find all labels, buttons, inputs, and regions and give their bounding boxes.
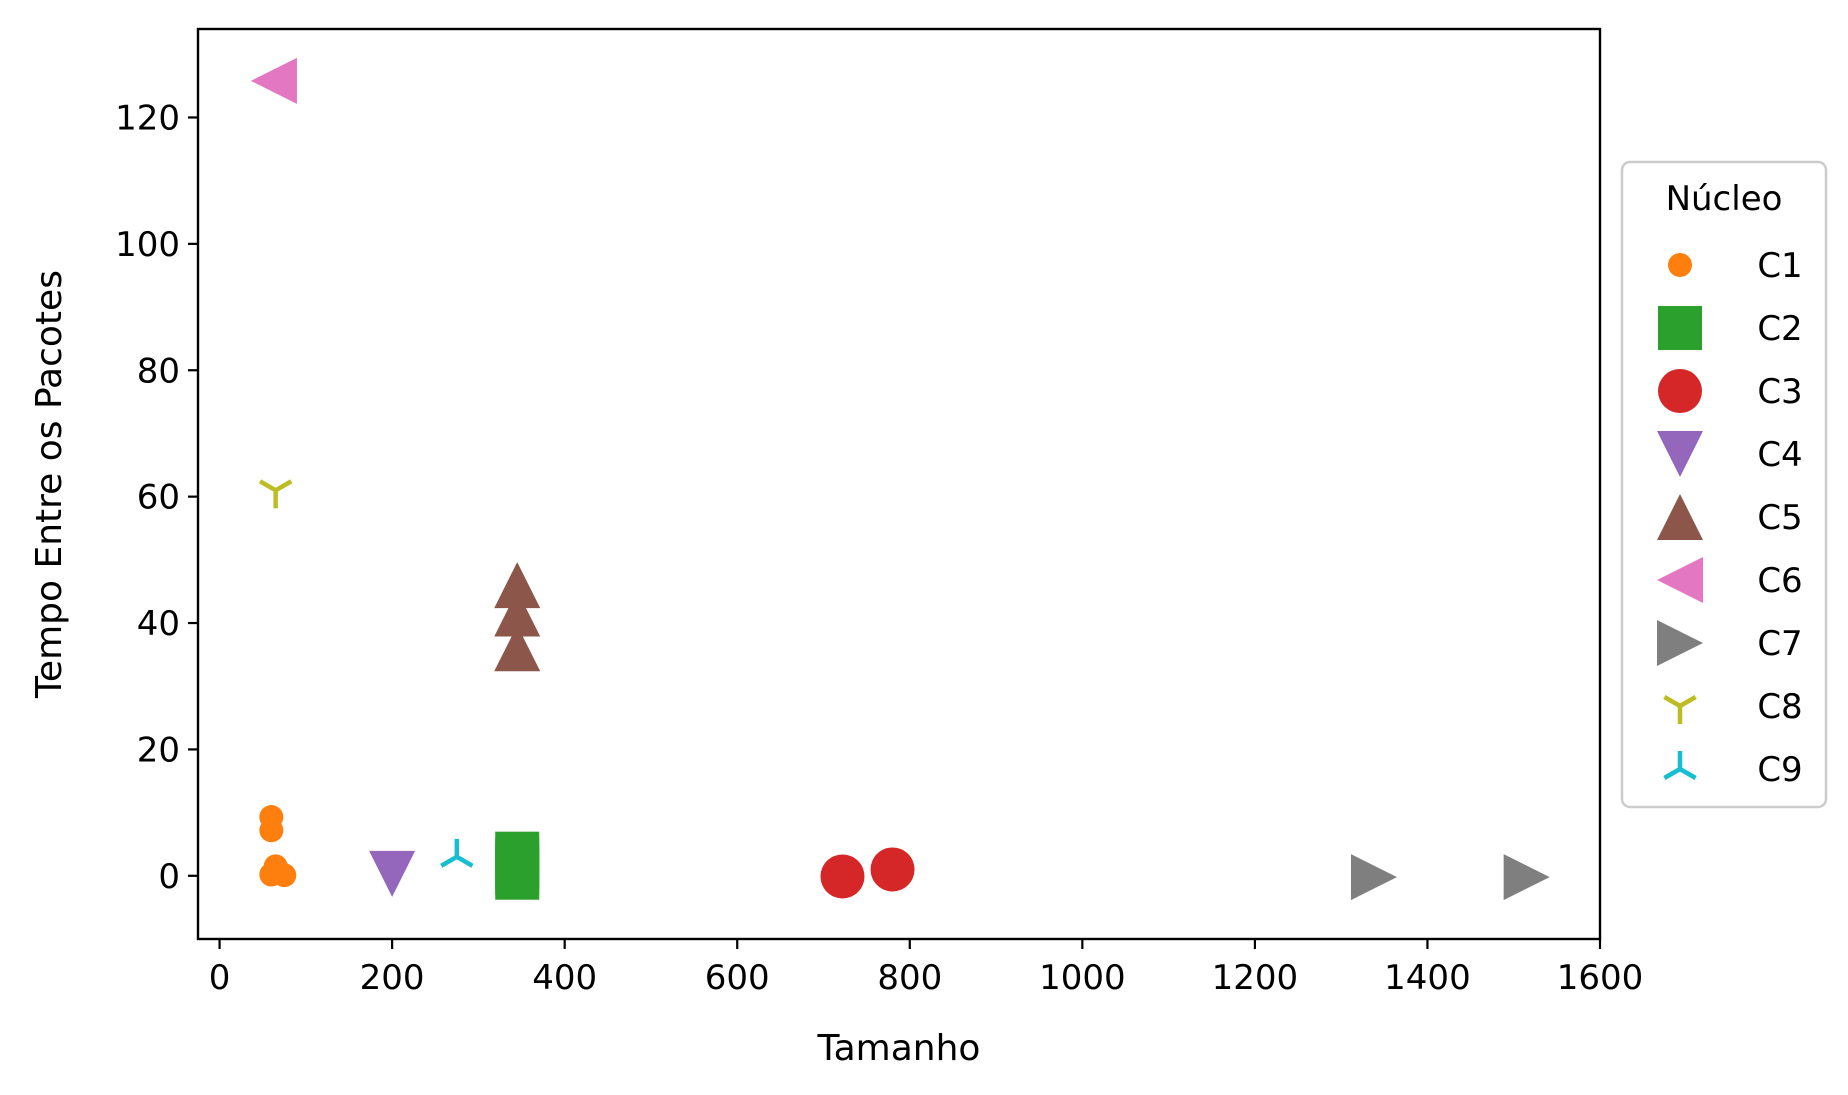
point-c3-2	[870, 847, 915, 892]
point-c9-1	[440, 838, 474, 868]
point-c6-1	[250, 57, 297, 104]
legend-label: C7	[1757, 624, 1802, 664]
x-tick-label: 0	[209, 958, 231, 998]
point-c7-2	[1503, 854, 1550, 901]
point-c5-1	[494, 562, 541, 609]
x-tick-label: 600	[705, 958, 770, 998]
point-c3-1	[820, 854, 865, 899]
legend-label: C3	[1757, 372, 1802, 412]
y-tick-label: 60	[137, 478, 180, 518]
legend-label: C1	[1757, 246, 1802, 286]
legend-marker-c5	[1657, 494, 1703, 540]
legend: Núcleo C1 C2 C3 C4 C5 C6 C7 C8 C9	[1620, 160, 1828, 809]
legend-marker-c1	[1668, 253, 1692, 277]
legend-label: C5	[1757, 498, 1802, 538]
y-tick-label: 80	[137, 351, 180, 391]
x-axis-ticks: 0 200 400 600 800 1000 1200 1400 1600	[209, 939, 1644, 998]
legend-marker-c7	[1657, 620, 1703, 666]
point-c5-2	[494, 590, 541, 637]
x-tick-label: 200	[360, 958, 425, 998]
legend-item-c4: C4	[1657, 431, 1803, 477]
y-tick-label: 20	[137, 730, 180, 770]
legend-label: C9	[1757, 750, 1802, 790]
legend-item-c7: C7	[1657, 620, 1803, 666]
legend-marker-c4	[1657, 431, 1703, 477]
point-c7-1	[1350, 854, 1397, 901]
y-tick-label: 0	[158, 857, 180, 897]
legend-item-c3: C3	[1658, 369, 1803, 413]
legend-marker-c3	[1658, 369, 1702, 413]
y-tick-label: 40	[137, 604, 180, 644]
legend-label: C2	[1757, 309, 1802, 349]
legend-item-c5: C5	[1657, 494, 1803, 540]
point-c8-1	[258, 479, 293, 509]
x-tick-label: 1000	[1039, 958, 1126, 998]
legend-marker-c2	[1658, 306, 1702, 350]
legend-label: C4	[1757, 435, 1802, 475]
point-c1-2	[259, 818, 284, 843]
x-tick-label: 400	[532, 958, 597, 998]
point-c2-5	[495, 855, 540, 900]
legend-label: C6	[1757, 561, 1802, 601]
legend-marker-c6	[1657, 557, 1703, 603]
legend-marker-c8	[1663, 695, 1697, 724]
point-c4-1	[369, 850, 416, 897]
x-tick-label: 1600	[1557, 958, 1644, 998]
point-c1-6	[272, 863, 297, 888]
y-tick-label: 120	[115, 98, 180, 138]
data-points-layer	[250, 57, 1550, 901]
legend-items: C1 C2 C3 C4 C5 C6 C7 C8 C9	[1657, 246, 1803, 790]
x-tick-label: 800	[877, 958, 942, 998]
legend-item-c6: C6	[1657, 557, 1803, 603]
legend-label: C8	[1757, 687, 1802, 727]
legend-item-c2: C2	[1658, 306, 1803, 350]
point-c5-3	[494, 625, 541, 672]
legend-item-c1: C1	[1668, 246, 1803, 286]
legend-item-c9: C9	[1663, 750, 1803, 790]
y-tick-label: 100	[115, 225, 180, 265]
x-tick-label: 1200	[1212, 958, 1299, 998]
plot-frame	[196, 27, 1602, 941]
legend-item-c8: C8	[1663, 687, 1803, 727]
legend-marker-c9	[1663, 751, 1697, 780]
x-axis-title: Tamanho	[817, 1028, 981, 1069]
y-axis-title: Tempo Entre os Pacotes	[29, 270, 70, 699]
x-tick-label: 1400	[1384, 958, 1471, 998]
y-axis-ticks: 0 20 40 60 80 100 120	[115, 98, 198, 897]
legend-title: Núcleo	[1666, 179, 1783, 219]
